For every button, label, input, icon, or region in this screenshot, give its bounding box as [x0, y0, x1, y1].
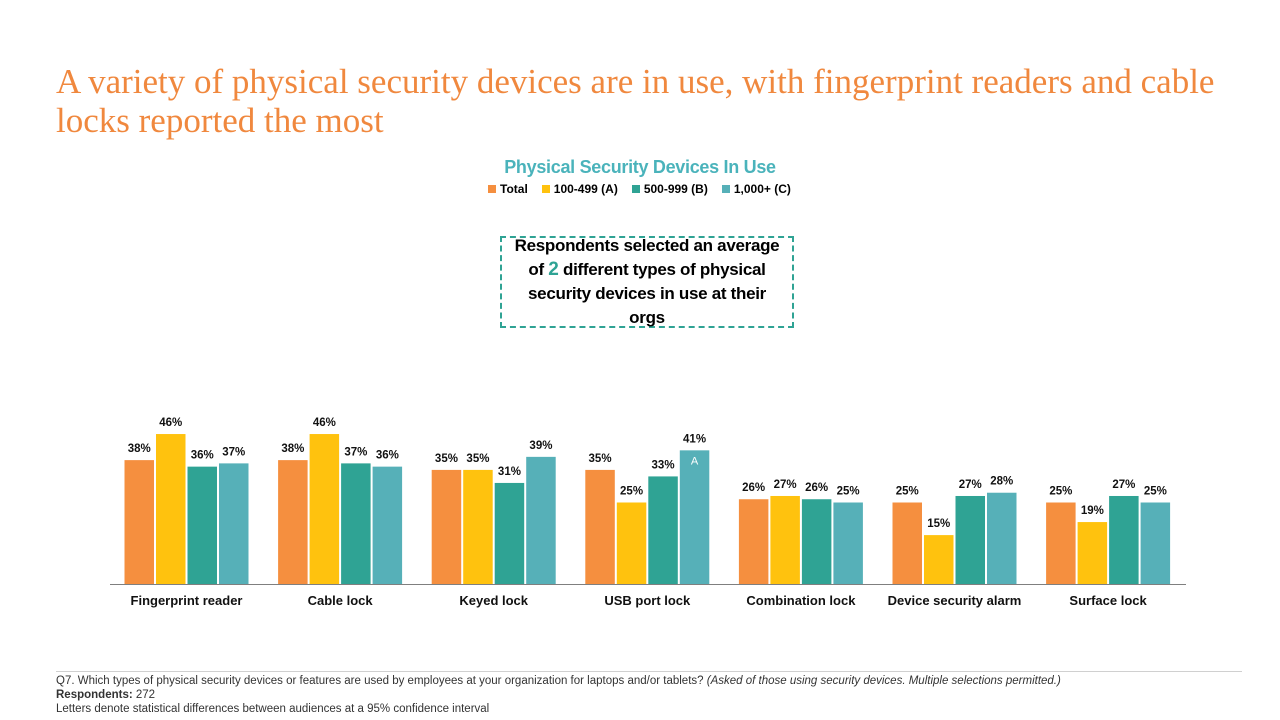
data-label: 37%: [222, 446, 245, 458]
data-label: 37%: [344, 446, 367, 458]
category-label: Cable lock: [308, 593, 374, 608]
bar: [1077, 522, 1108, 584]
footnote-line2: Letters denote statistical differences b…: [56, 703, 490, 715]
callout-text: Respondents selected an average of 2 dif…: [512, 234, 782, 330]
data-label: 46%: [159, 417, 182, 429]
bar: [463, 469, 493, 584]
data-label: 27%: [959, 479, 982, 491]
bar: [738, 499, 769, 584]
legend-label: 100-499 (A): [553, 182, 618, 196]
data-label: 35%: [466, 453, 489, 465]
legend-swatch: [631, 185, 640, 193]
footnote: Q7. Which types of physical security dev…: [56, 674, 1116, 716]
bar: [770, 495, 800, 584]
footer-divider: [56, 671, 1242, 672]
data-label: 27%: [774, 479, 797, 491]
bar: [955, 495, 985, 584]
data-label: 33%: [652, 459, 675, 471]
bar: [1109, 495, 1139, 584]
legend-label: 500-999 (B): [643, 182, 708, 196]
data-label: 27%: [1112, 479, 1135, 491]
legend-swatch: [541, 185, 550, 193]
data-label: 38%: [281, 443, 304, 455]
legend-swatch: [721, 185, 730, 193]
data-label: 41%: [683, 433, 706, 445]
bar: [278, 460, 308, 584]
bar: [616, 502, 647, 584]
bar: [679, 450, 710, 584]
footnote-note: (Asked of those using security devices. …: [706, 675, 1061, 687]
category-label: Keyed lock: [459, 593, 528, 608]
bar: [431, 469, 462, 584]
footnote-question: Q7. Which types of physical security dev…: [56, 675, 707, 687]
data-label: 25%: [896, 486, 919, 498]
data-label: 31%: [498, 466, 521, 478]
category-label: Fingerprint reader: [131, 593, 243, 608]
callout-box: Respondents selected an average of 2 dif…: [500, 236, 794, 328]
data-label: 26%: [805, 482, 828, 494]
data-label: 25%: [620, 486, 643, 498]
footnote-respondents-label: Respondents:: [56, 689, 133, 701]
page-title: A variety of physical security devices a…: [56, 62, 1215, 140]
category-label: USB port lock: [604, 593, 691, 608]
legend-item: 100-499 (A): [541, 182, 618, 196]
data-label: 26%: [742, 482, 765, 494]
data-label: 19%: [1081, 505, 1104, 517]
bar: [341, 463, 371, 584]
data-label: 25%: [1144, 486, 1167, 498]
legend-swatch: [488, 185, 496, 193]
bar: [494, 482, 525, 584]
bar: [987, 492, 1017, 584]
data-label: 36%: [191, 450, 214, 462]
bar: [219, 463, 249, 584]
bar: [156, 434, 186, 584]
bar: [187, 466, 217, 584]
bar: [892, 502, 922, 584]
chart-legend: Total 100-499 (A) 500-999 (B) 1,000+ (C): [488, 181, 791, 197]
bar: [1140, 502, 1171, 584]
bar: [1046, 502, 1076, 584]
callout-text-after: different types of physical security dev…: [528, 260, 766, 327]
legend-item: 500-999 (B): [631, 182, 708, 196]
bar: [833, 502, 863, 584]
data-label: 36%: [376, 450, 399, 462]
data-label: 28%: [990, 476, 1013, 488]
legend-item: 1,000+ (C): [721, 182, 791, 196]
data-label: 35%: [589, 453, 612, 465]
legend-label: 1,000+ (C): [733, 182, 791, 196]
chart-title: Physical Security Devices In Use: [504, 157, 776, 177]
data-label: 39%: [529, 440, 552, 452]
category-label: Surface lock: [1069, 593, 1147, 608]
bar: [924, 535, 954, 584]
callout-number: 2: [548, 259, 559, 280]
footnote-respondents-value: 272: [135, 689, 156, 701]
bar: [801, 499, 832, 584]
category-label: Combination lock: [746, 593, 856, 608]
bar: [372, 466, 403, 584]
data-label: 38%: [128, 443, 151, 455]
data-label: 25%: [837, 486, 860, 498]
significance-marker: A: [691, 455, 699, 467]
legend-item: Total: [488, 182, 528, 196]
bar: [585, 469, 615, 584]
data-label: 25%: [1049, 486, 1072, 498]
data-label: 46%: [313, 417, 336, 429]
bar: [309, 434, 340, 584]
callout-text-before: Respondents selected an average of: [514, 236, 780, 279]
bar: [526, 456, 556, 584]
data-label: 35%: [435, 453, 458, 465]
legend-label: Total: [500, 182, 528, 196]
data-label: 15%: [927, 518, 950, 530]
category-label: Device security alarm: [888, 593, 1022, 608]
bar: [124, 460, 154, 584]
bar: [648, 476, 678, 584]
